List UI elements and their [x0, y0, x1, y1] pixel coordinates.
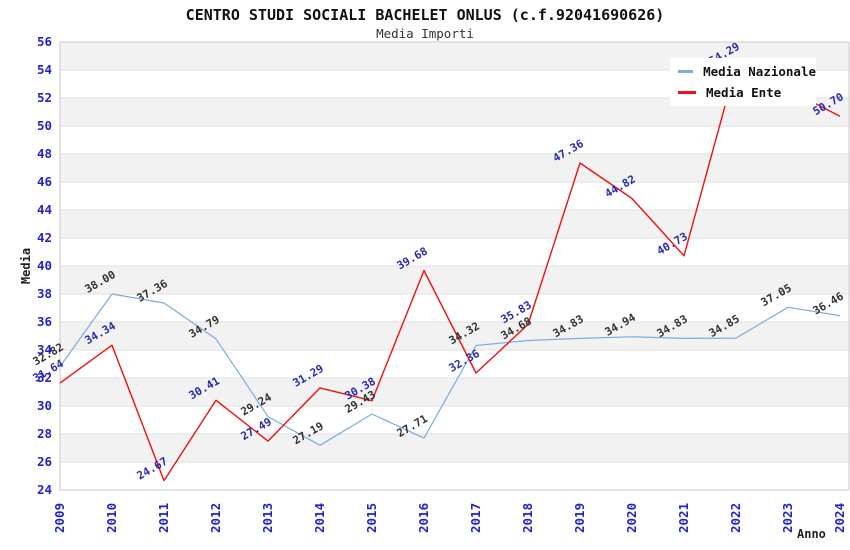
plot-band	[60, 462, 849, 490]
y-tick-label: 56	[37, 34, 52, 49]
plot-band	[60, 126, 849, 154]
plot-band	[60, 294, 849, 322]
legend-dash-icon	[678, 91, 696, 94]
x-tick-label: 2012	[208, 503, 223, 533]
legend: Media Nazionale Media Ente	[670, 58, 816, 106]
legend-dash-icon	[678, 70, 694, 73]
plot-band	[60, 210, 849, 238]
legend-label: Media Nazionale	[703, 64, 816, 79]
series-line-media-ente	[59, 65, 841, 482]
y-tick-label: 50	[37, 118, 52, 133]
legend-item-media-ente: Media Ente	[678, 85, 816, 100]
x-tick-label: 2009	[52, 503, 67, 533]
plot-band	[60, 406, 849, 434]
y-tick-label: 34	[37, 342, 52, 357]
x-tick-label: 2013	[260, 503, 275, 533]
x-axis-title: Anno	[797, 527, 826, 541]
series-line-media-nazionale	[59, 293, 841, 446]
plot-band	[60, 182, 849, 210]
y-tick-label: 28	[37, 426, 52, 441]
x-tick-label: 2019	[572, 503, 587, 533]
y-tick-label: 30	[37, 398, 52, 413]
plot-band	[60, 378, 849, 406]
legend-label: Media Ente	[706, 85, 782, 100]
y-tick-label: 24	[37, 482, 52, 497]
x-tick-label: 2016	[416, 503, 431, 533]
plot-border	[59, 41, 850, 491]
y-tick-label: 46	[37, 174, 52, 189]
x-tick-label: 2022	[728, 503, 743, 533]
y-tick-label: 36	[37, 314, 52, 329]
plot-band	[60, 154, 849, 182]
x-tick-label: 2015	[364, 503, 379, 533]
x-tick-label: 2024	[832, 503, 847, 533]
x-tick-label: 2014	[312, 503, 327, 533]
y-tick-label: 40	[37, 258, 52, 273]
plot-band	[60, 350, 849, 378]
y-tick-label: 44	[37, 202, 52, 217]
x-tick-label: 2023	[780, 503, 795, 533]
plot-band	[60, 266, 849, 294]
x-tick-label: 2021	[676, 503, 691, 533]
x-tick-label: 2011	[156, 503, 171, 533]
y-tick-label: 54	[37, 62, 52, 77]
x-tick-label: 2018	[520, 503, 535, 533]
y-tick-label: 32	[37, 370, 52, 385]
chart-title: CENTRO STUDI SOCIALI BACHELET ONLUS (c.f…	[185, 6, 665, 24]
x-tick-label: 2017	[468, 503, 483, 533]
y-tick-label: 26	[37, 454, 52, 469]
y-tick-label: 38	[37, 286, 52, 301]
x-tick-label: 2010	[104, 503, 119, 533]
chart-subtitle: Media Importi	[376, 26, 474, 41]
legend-item-media-nazionale: Media Nazionale	[678, 64, 816, 79]
y-tick-label: 48	[37, 146, 52, 161]
plot-band	[60, 238, 849, 266]
x-tick-label: 2020	[624, 503, 639, 533]
y-tick-label: 52	[37, 90, 52, 105]
plot-band	[60, 322, 849, 350]
y-tick-label: 42	[37, 230, 52, 245]
y-axis-title: Media	[19, 248, 33, 284]
